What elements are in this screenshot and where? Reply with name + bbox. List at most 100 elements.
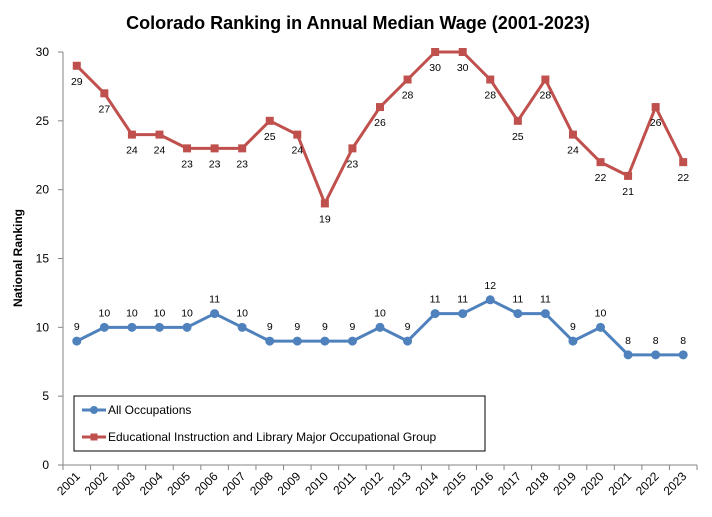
data-label: 24	[291, 145, 303, 157]
data-label: 28	[540, 90, 552, 102]
data-point	[513, 116, 522, 125]
data-label: 28	[402, 90, 414, 102]
y-tick-label: 5	[42, 389, 49, 403]
data-label: 11	[457, 294, 468, 306]
data-label: 8	[625, 335, 631, 347]
data-point	[348, 144, 357, 153]
x-tick-label: 2022	[633, 469, 662, 498]
data-label: 11	[209, 294, 220, 306]
data-point	[237, 322, 247, 332]
x-tick-label: 2021	[605, 469, 634, 498]
data-point	[624, 171, 633, 180]
data-point	[458, 48, 467, 56]
data-point	[292, 336, 302, 346]
x-tick-label: 2005	[164, 469, 193, 498]
y-tick-label: 15	[36, 252, 50, 266]
data-point	[210, 144, 219, 153]
data-point	[679, 158, 688, 167]
x-tick-label: 2011	[330, 469, 358, 497]
data-point	[458, 309, 468, 319]
legend: All Occupations Educational Instruction a…	[73, 395, 486, 452]
x-tick-label: 2002	[82, 469, 111, 498]
x-tick-label: 2014	[412, 469, 441, 498]
data-label: 26	[650, 117, 662, 129]
data-label: 28	[484, 90, 496, 102]
legend-label: Educational Instruction and Library Majo…	[108, 430, 437, 444]
data-point	[265, 116, 274, 125]
data-point	[568, 130, 577, 139]
series-layer: 9 10 10 10 10 11 10 9 9 9 9 10 9 11 11 12 11 11 9 10 8 8 8 29 27…	[71, 48, 689, 360]
data-label: 10	[236, 307, 248, 319]
data-label: 24	[126, 145, 138, 157]
x-tick-label: 2007	[220, 469, 249, 498]
data-point	[182, 322, 192, 332]
data-point	[596, 158, 605, 167]
data-label: 10	[374, 307, 386, 319]
data-label: 9	[74, 321, 80, 333]
y-tick-label: 0	[42, 458, 49, 472]
legend-marker	[90, 433, 98, 441]
data-label: 24	[567, 145, 579, 157]
data-label: 26	[374, 117, 386, 129]
data-label: 12	[484, 280, 496, 292]
data-point	[513, 309, 523, 319]
data-point	[540, 309, 550, 319]
x-tick-label: 2010	[302, 469, 331, 498]
x-tick-label: 2012	[357, 469, 386, 498]
data-point	[347, 336, 357, 346]
data-label: 8	[653, 335, 659, 347]
x-tick-label: 2019	[550, 469, 579, 498]
data-label: 29	[71, 76, 83, 88]
data-point	[72, 336, 82, 346]
data-label: 10	[99, 307, 111, 319]
legend-box	[73, 395, 486, 452]
data-label: 23	[181, 158, 193, 170]
data-label: 22	[595, 172, 607, 184]
data-label: 25	[264, 131, 276, 143]
data-label: 9	[322, 321, 328, 333]
data-label: 9	[405, 321, 411, 333]
data-point	[155, 130, 164, 139]
data-label: 30	[457, 62, 469, 74]
data-point	[403, 336, 413, 346]
x-tick-label: 2009	[275, 469, 304, 498]
y-tick-label: 30	[36, 45, 50, 59]
data-point	[651, 103, 660, 112]
data-label: 23	[347, 158, 359, 170]
data-label: 19	[319, 213, 331, 225]
x-tick-label: 2008	[247, 469, 276, 498]
data-label: 10	[126, 307, 138, 319]
data-point	[486, 75, 495, 84]
data-label: 9	[294, 321, 300, 333]
data-label: 9	[267, 321, 273, 333]
data-point	[99, 322, 109, 332]
data-point	[72, 61, 81, 70]
x-tick-label: 2016	[468, 469, 497, 498]
data-label: 11	[540, 294, 551, 306]
x-tick-label: 2018	[523, 469, 552, 498]
x-tick-label: 2017	[495, 469, 524, 498]
x-tick-label: 2020	[578, 469, 607, 498]
data-label: 25	[512, 131, 524, 143]
data-label: 23	[236, 158, 248, 170]
data-label: 23	[209, 158, 221, 170]
data-label: 10	[595, 307, 607, 319]
series-2: 29 27 24 24 23 23 23 25 24 19 23 26 28 30 30 28 25 28 24 22…	[71, 48, 689, 225]
data-point	[320, 199, 329, 208]
data-label: 27	[99, 103, 111, 115]
x-tick-label: 2004	[137, 469, 166, 498]
y-axis-label: National Ranking	[11, 209, 25, 307]
y-tick-label: 20	[36, 183, 50, 197]
legend-label: All Occupations	[108, 403, 191, 417]
data-label: 8	[680, 335, 686, 347]
data-point	[596, 322, 606, 332]
data-label: 11	[430, 294, 441, 306]
data-point	[376, 103, 384, 112]
data-point	[320, 336, 330, 346]
data-label: 9	[570, 321, 576, 333]
data-point	[403, 75, 412, 84]
x-tick-label: 2006	[192, 469, 221, 498]
x-tick-label: 2015	[440, 469, 469, 498]
